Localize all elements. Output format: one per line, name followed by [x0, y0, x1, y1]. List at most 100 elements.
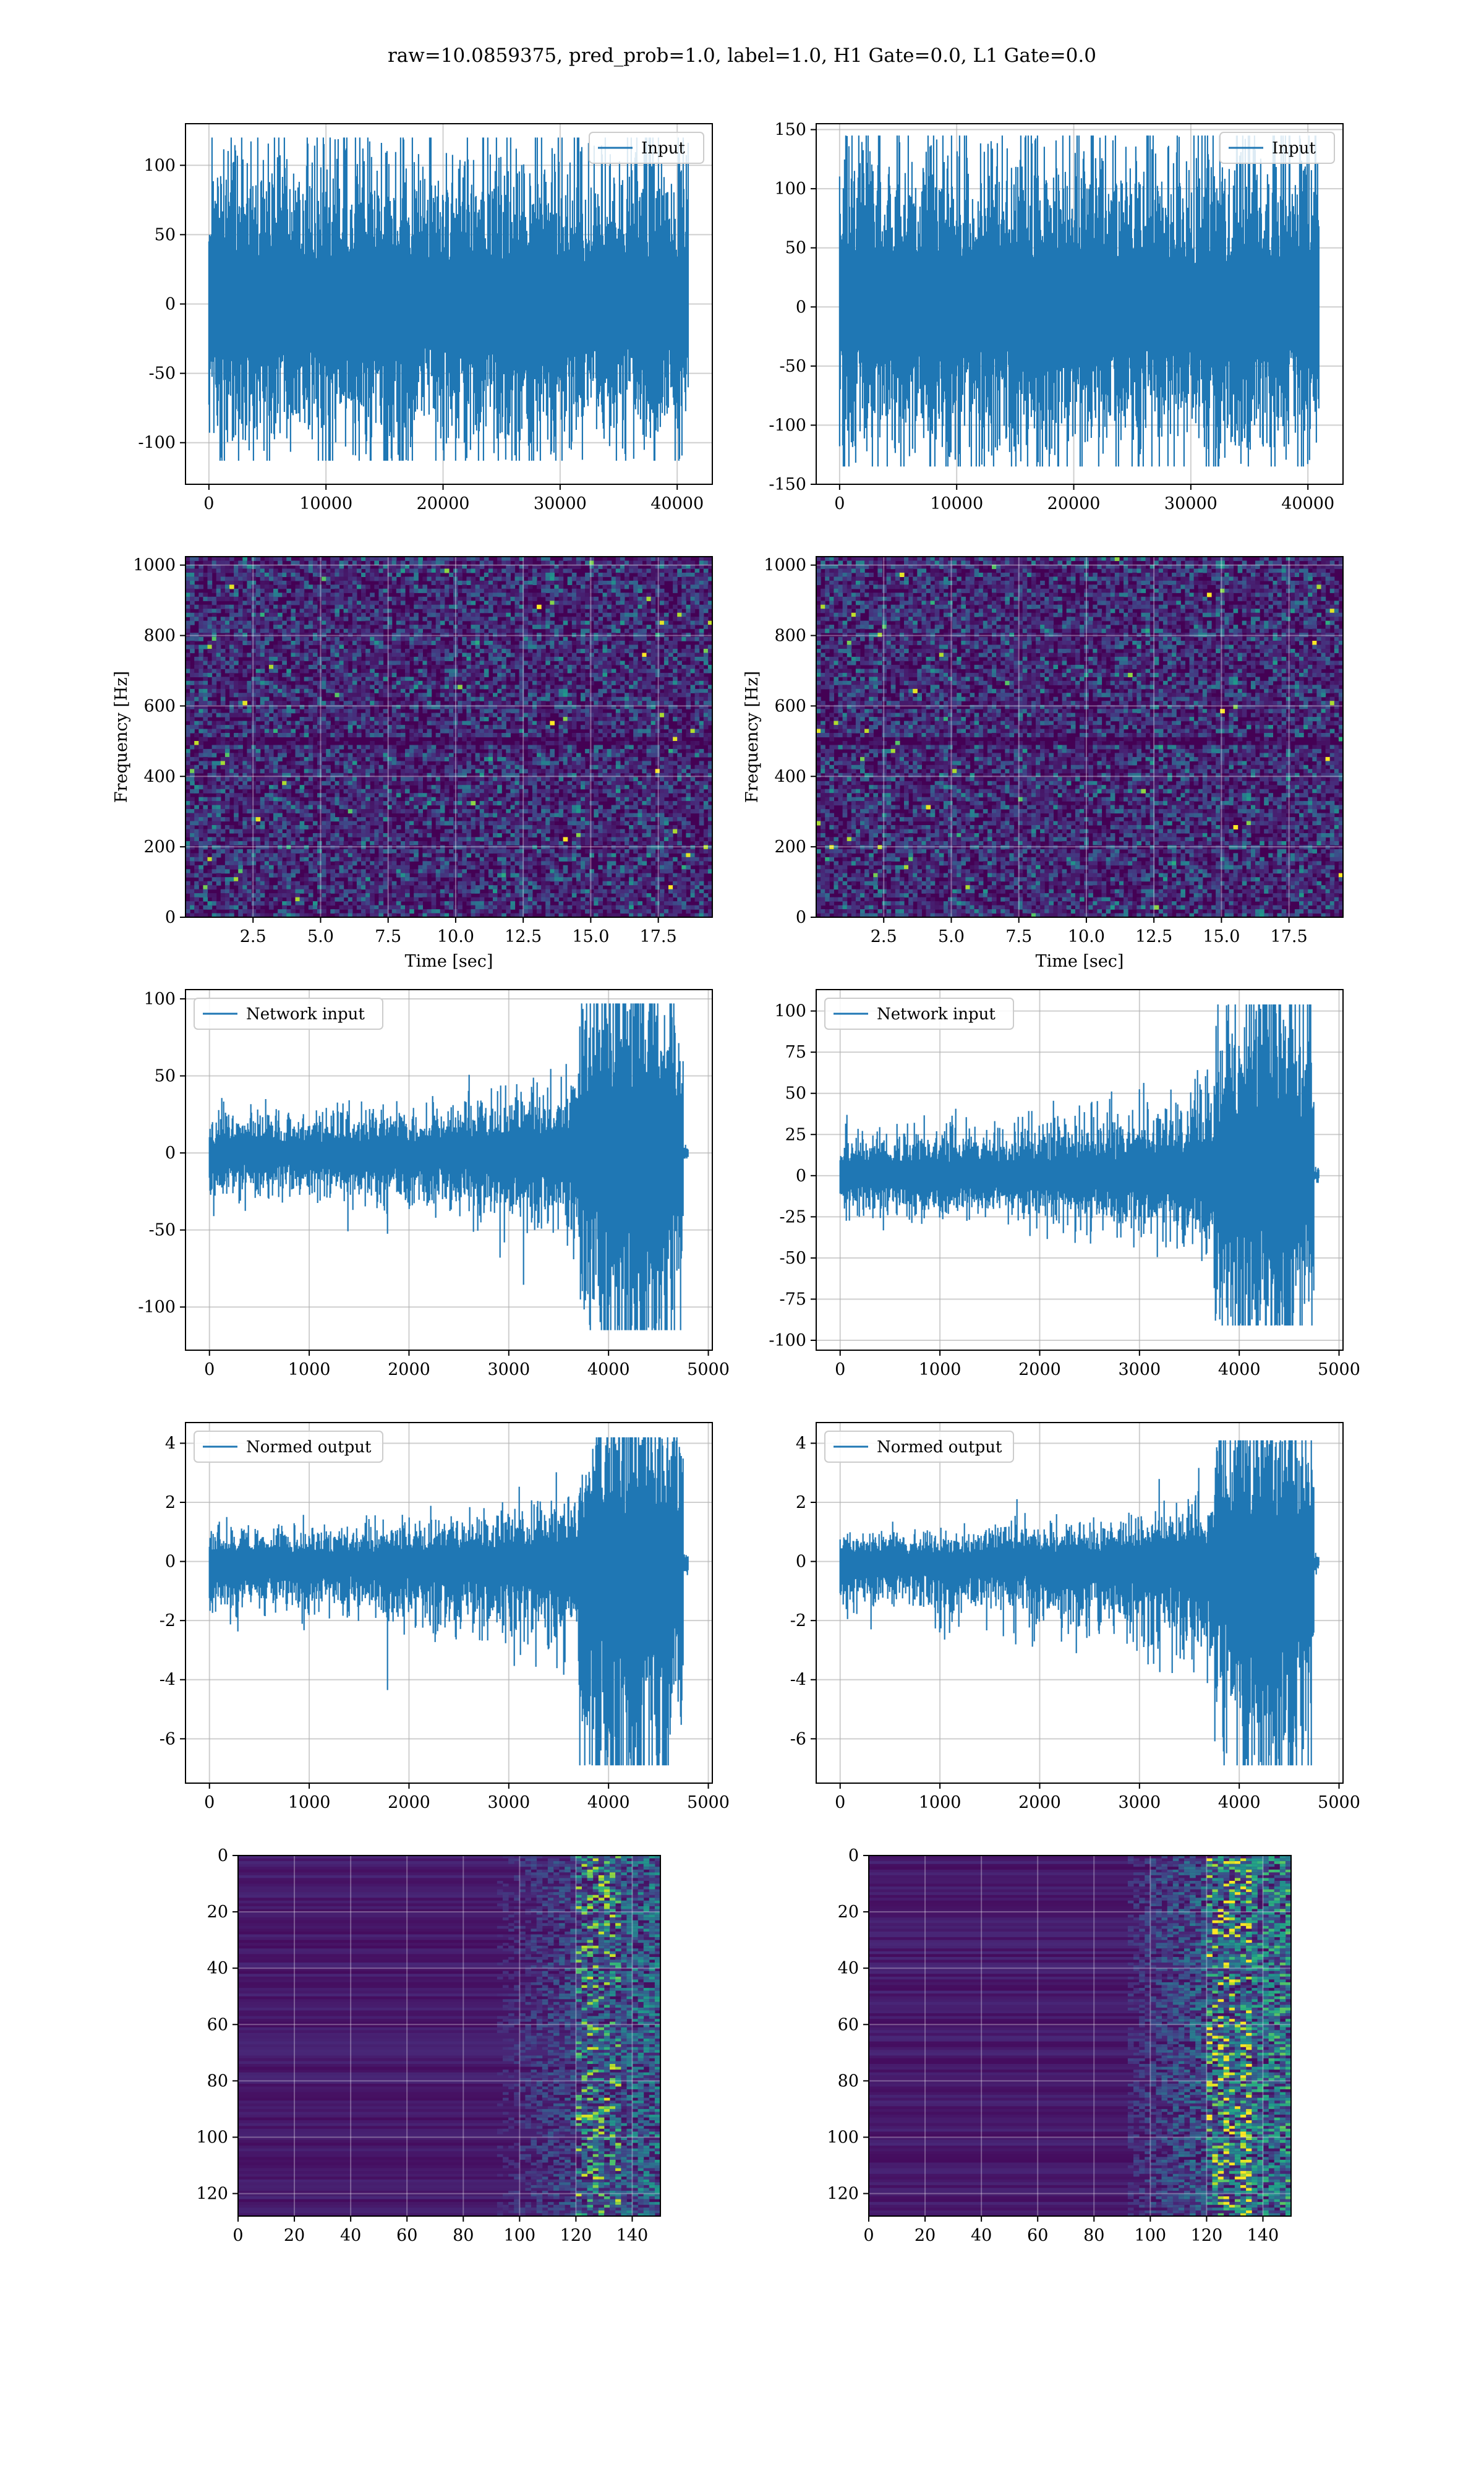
normed-output-l1-axes: Normed output 0 1000 2000 3000 4000 5000 -6 -4 -2… — [790, 1422, 1360, 1812]
normed-output-h1-xtick-label: 1000 — [288, 1793, 331, 1812]
feature-map-h1-xtick-label: 120 — [560, 2226, 592, 2245]
spectrogram-h1-ytick-label: 800 — [143, 627, 176, 646]
spectrogram-h1-xtick-label: 2.5 — [240, 927, 267, 946]
feature-map-h1-ytick-label: 20 — [207, 1903, 228, 1922]
feature-map-h1-ytick-label: 100 — [196, 2128, 228, 2147]
network-input-l1-ytick-label: -50 — [780, 1249, 806, 1268]
normed-output-l1-xtick-label: 2000 — [1018, 1793, 1061, 1812]
feature-map-h1-xtick-label: 60 — [396, 2226, 417, 2245]
feature-map-h1-xtick-label: 0 — [232, 2226, 243, 2245]
network-input-h1-ytick-label: 0 — [165, 1144, 176, 1163]
network-input-l1-ytick-label: -100 — [769, 1331, 806, 1350]
normed-output-l1-legend: Normed output — [824, 1431, 1014, 1463]
normed-output-l1-ytick-label: -4 — [790, 1671, 806, 1690]
spectrogram-h1-heatmap-cells — [186, 557, 712, 917]
spectrogram-l1-xtick-label: 17.5 — [1271, 927, 1308, 946]
normed-output-l1-xtick-label: 4000 — [1218, 1793, 1261, 1812]
spectrogram-h1-ytick-label: 400 — [143, 767, 176, 786]
network-input-h1-ytick-label: 50 — [155, 1067, 176, 1086]
spectrogram-l1-xtick-label: 2.5 — [871, 927, 897, 946]
normed-output-l1-ytick-label: 0 — [796, 1552, 806, 1572]
network-input-l1-ytick-label: 25 — [785, 1125, 806, 1144]
feature-map-l1-frame — [868, 1855, 1292, 2217]
normed-output-h1-xtick-label: 3000 — [487, 1793, 530, 1812]
normed-output-h1-ytick-label: 4 — [165, 1434, 176, 1453]
network-input-l1-legend: Network input — [824, 998, 1014, 1030]
feature-map-l1-xtick-label: 120 — [1191, 2226, 1223, 2245]
input-h1-ytick-label: -100 — [138, 434, 176, 453]
input-h1-xtick-label: 20000 — [417, 494, 470, 513]
feature-map-l1-xtick-label: 60 — [1027, 2226, 1048, 2245]
feature-map-h1-ytick-label: 0 — [218, 1846, 228, 1865]
spectrogram-h1-ytick-label: 200 — [143, 837, 176, 857]
normed-output-l1-xtick-label: 1000 — [919, 1793, 962, 1812]
input-h1-ytick-label: -50 — [149, 364, 176, 383]
feature-map-l1-xtick-label: 140 — [1247, 2226, 1279, 2245]
normed-output-l1-legend-label: Normed output — [877, 1438, 1002, 1457]
network-input-l1-ytick-label: 100 — [774, 1002, 806, 1021]
input-h1-series-line — [208, 137, 689, 461]
feature-map-h1-axes: 0 20 40 60 80 100 120 140 0 20 40 60 80 100 120 — [196, 1846, 661, 2245]
input-h1-xtick-label: 40000 — [650, 494, 704, 513]
normed-output-l1-ytick-label: 4 — [796, 1434, 806, 1453]
input-l1-legend-label: Input — [1272, 139, 1316, 158]
network-input-h1-xtick-label: 4000 — [587, 1360, 630, 1379]
spectrogram-l1-axes: 2.5 5.0 7.5 10.0 12.5 15.0 17.5 0 200 400 600 800 10… — [743, 556, 1344, 971]
network-input-h1-xtick-label: 5000 — [687, 1360, 730, 1379]
feature-map-h1-ytick-label: 40 — [207, 1959, 228, 1978]
feature-map-h1-xtick-label: 140 — [616, 2226, 649, 2245]
feature-map-l1-ytick-label: 20 — [838, 1903, 859, 1922]
spectrogram-l1-ylabel: Frequency [Hz] — [743, 671, 762, 803]
network-input-l1-legend-label: Network input — [877, 1005, 996, 1024]
network-input-l1-xtick-label: 5000 — [1318, 1360, 1360, 1379]
spectrogram-h1-ytick-label: 1000 — [133, 556, 176, 575]
spectrogram-l1-ytick-label: 400 — [774, 767, 806, 786]
input-h1-xtick-label: 30000 — [534, 494, 587, 513]
network-input-l1-frame — [816, 989, 1344, 1351]
input-h1-xtick-label: 10000 — [299, 494, 352, 513]
feature-map-l1-xtick-label: 20 — [915, 2226, 936, 2245]
network-input-h1-legend-label: Network input — [246, 1005, 365, 1024]
spectrogram-l1-heatmap-cells — [816, 557, 1343, 917]
normed-output-l1-ytick-label: -2 — [790, 1611, 806, 1630]
normed-output-h1-xtick-label: 5000 — [687, 1793, 730, 1812]
network-input-l1-ytick-label: -75 — [780, 1290, 806, 1309]
spectrogram-l1-frame — [816, 556, 1344, 918]
network-input-h1-frame — [185, 989, 713, 1351]
network-input-l1-xtick-label: 1000 — [919, 1360, 962, 1379]
normed-output-l1-ytick-label: -6 — [790, 1729, 806, 1748]
network-input-h1-xtick-label: 0 — [204, 1360, 215, 1379]
input-l1-frame — [816, 123, 1344, 485]
feature-map-l1-ytick-label: 120 — [827, 2185, 859, 2204]
spectrogram-l1-xtick-label: 12.5 — [1135, 927, 1172, 946]
spectrogram-l1-ytick-label: 600 — [774, 696, 806, 716]
normed-output-h1-series-line — [208, 1437, 689, 1766]
network-input-l1-series-line — [839, 1004, 1320, 1326]
network-input-h1-ytick-label: -100 — [138, 1298, 176, 1317]
network-input-l1-xtick-label: 2000 — [1018, 1360, 1061, 1379]
input-l1-ytick-label: -100 — [769, 416, 806, 435]
feature-map-h1-ytick-label: 120 — [196, 2185, 228, 2204]
input-l1-xtick-label: 40000 — [1281, 494, 1334, 513]
input-h1-ytick-label: 0 — [165, 295, 176, 314]
normed-output-l1-series-line — [839, 1440, 1320, 1766]
input-l1-ytick-label: 100 — [774, 179, 806, 199]
input-h1-ytick-label: 100 — [143, 156, 176, 175]
feature-map-h1-xtick-label: 40 — [340, 2226, 361, 2245]
spectrogram-h1-xlabel: Time [sec] — [405, 952, 493, 971]
network-input-l1-xtick-label: 3000 — [1118, 1360, 1161, 1379]
network-input-h1-xtick-label: 3000 — [487, 1360, 530, 1379]
network-input-l1-ytick-label: 50 — [785, 1084, 806, 1103]
normed-output-h1-legend-label: Normed output — [246, 1438, 372, 1457]
input-h1-xtick-label: 0 — [203, 494, 214, 513]
normed-output-l1-xtick-label: 3000 — [1118, 1793, 1161, 1812]
spectrogram-l1-xlabel: Time [sec] — [1036, 952, 1124, 971]
normed-output-h1-legend: Normed output — [194, 1431, 383, 1463]
normed-output-l1-frame — [816, 1422, 1344, 1784]
normed-output-l1-xtick-label: 0 — [835, 1793, 845, 1812]
feature-map-l1-ytick-label: 60 — [838, 2015, 859, 2034]
input-h1-ytick-label: 50 — [155, 225, 176, 244]
spectrogram-h1-xtick-label: 10.0 — [437, 927, 474, 946]
